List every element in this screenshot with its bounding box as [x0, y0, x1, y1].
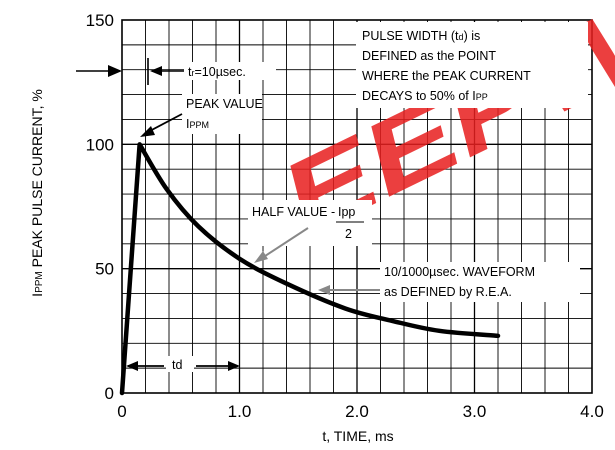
tr-arrow-head — [108, 65, 122, 77]
pulse-width-line-1: PULSE WIDTH (td) is — [362, 29, 480, 43]
tr-label: tr=10µsec. — [188, 65, 246, 79]
waveform-line-2: as DEFINED by R.E.A. — [384, 285, 512, 299]
half-value-text: HALF VALUE - — [252, 205, 335, 219]
y-tick-label: 150 — [86, 11, 114, 30]
x-tick-label: 1.0 — [228, 402, 252, 421]
half-label-bg — [248, 200, 372, 246]
tr-label-bg — [184, 62, 276, 80]
pulse-width-line-4: DECAYS to 50% of IPP — [362, 89, 488, 103]
half-value-numerator: Ipp — [338, 205, 355, 219]
peak-arrow-head — [140, 126, 155, 137]
half-value-denominator: 2 — [345, 227, 352, 241]
waveform-curve — [119, 142, 501, 396]
y-tick-label: 0 — [105, 384, 114, 403]
x-tick-label: 0 — [117, 402, 126, 421]
waveform-arrow-head — [318, 285, 330, 295]
y-tick-label: 50 — [95, 260, 114, 279]
td-label: td — [172, 358, 182, 372]
plot-frame — [121, 19, 593, 394]
half-arrow-line — [261, 227, 309, 259]
x-tick-label: 2.0 — [345, 402, 369, 421]
pulse-width-box — [356, 22, 588, 108]
td-arrow-right-head — [228, 361, 240, 371]
waveform-line-1: 10/1000µsec. WAVEFORM — [384, 265, 535, 279]
peak-value-line-1: PEAK VALUE — [186, 97, 263, 111]
pulse-width-line-2: DEFINED as the POINT — [362, 49, 496, 63]
x-tick-label: 4.0 — [580, 402, 604, 421]
y-tick-label: 100 — [86, 135, 114, 154]
x-tick-labels: 0 1.0 2.0 3.0 4.0 — [117, 402, 604, 421]
y-tick-labels: 0 50 100 150 — [86, 11, 114, 403]
x-axis-label: t, TIME, ms — [322, 428, 393, 444]
pulse-width-line-3: WHERE the PEAK CURRENT — [362, 69, 531, 83]
waveform-label-bg — [380, 262, 580, 302]
peak-value-line-2: IPPM — [186, 117, 209, 131]
tr-arrow-right-head — [150, 66, 162, 76]
half-arrow-head — [254, 251, 268, 263]
td-label-bg — [166, 356, 194, 372]
y-axis-label: IPPM PEAK PULSE CURRENT, % — [29, 89, 45, 297]
peak-label-bg — [182, 94, 262, 134]
td-arrow-left-head — [126, 361, 138, 371]
x-tick-label: 3.0 — [463, 402, 487, 421]
